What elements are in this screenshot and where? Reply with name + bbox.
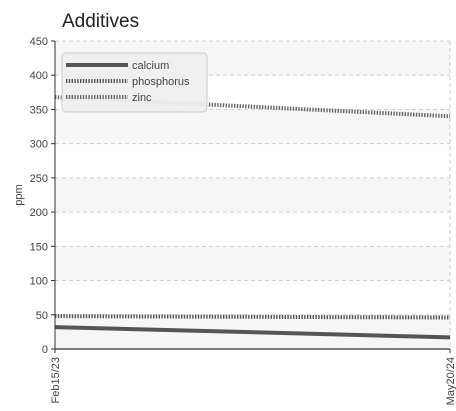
y-tick-label: 0	[42, 344, 48, 356]
grid-band	[55, 246, 450, 281]
x-ticks: Feb15/23 May20/24	[50, 349, 456, 405]
axes	[54, 41, 450, 350]
y-axis-title: ppm	[13, 184, 25, 205]
legend-box	[61, 52, 208, 113]
series-layer	[54, 95, 451, 340]
y-tick-label: 150	[30, 241, 48, 253]
legend: calcium phosphorus zinc	[61, 52, 208, 113]
y-tick-label: 400	[30, 70, 48, 82]
series-line-calcium	[54, 325, 451, 340]
y-tick-label: 100	[30, 276, 48, 288]
y-tick-label: 200	[30, 207, 48, 219]
legend-label-zinc: zinc	[132, 92, 152, 104]
legend-label-phosphorus: phosphorus	[132, 76, 190, 88]
y-tick-label: 300	[30, 139, 48, 151]
grid-band	[55, 177, 450, 213]
grid-band	[55, 109, 450, 144]
legend-label-calcium: calcium	[132, 60, 169, 72]
y-tick-label: 450	[30, 36, 48, 48]
x-tick-label: May20/24	[445, 357, 456, 405]
y-ticks: 0 50 100 150 200 250 300 350 400 450	[30, 36, 55, 356]
y-tick-label: 250	[30, 173, 48, 185]
y-tick-label: 350	[30, 104, 48, 116]
y-tick-label: 50	[36, 310, 48, 322]
x-tick-label: Feb15/23	[50, 357, 62, 403]
chart-title: Additives	[62, 11, 139, 32]
